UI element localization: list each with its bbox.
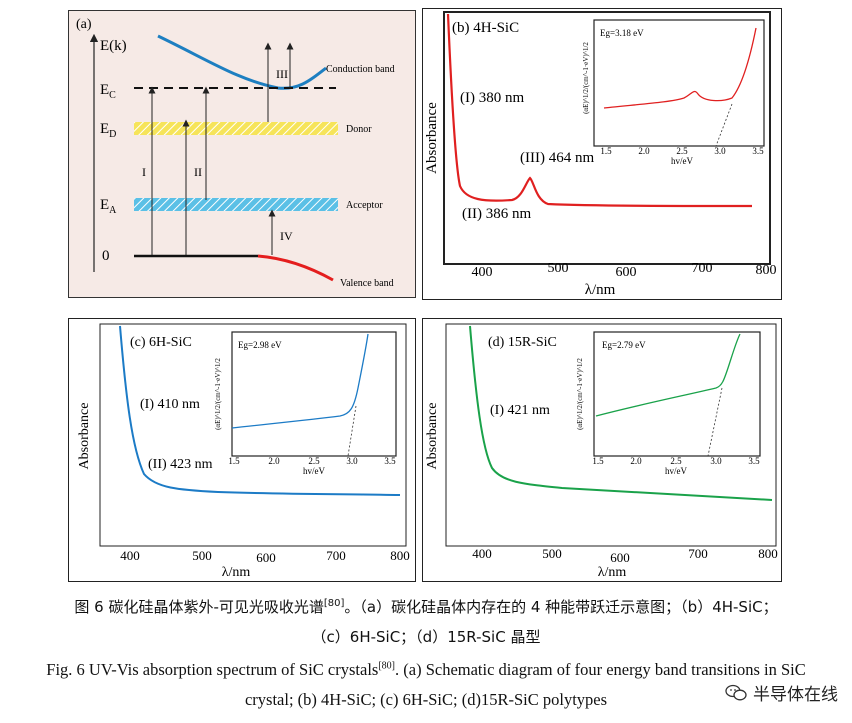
inset-x-tick: 2.5 (308, 456, 320, 466)
plot-frame (99, 323, 407, 547)
x-tick: 700 (692, 261, 713, 276)
donor-label: Donor (346, 124, 372, 135)
x-tick: 500 (548, 261, 569, 276)
inset-y-label: (αE)^1/2/(cm^-1·eV)^1/2 (582, 42, 590, 114)
panel-c-6h-sic-chart: (c) 6H-SiC (I) 410 nm (II) 423 nm Absorb… (68, 318, 416, 582)
energy-axis-label: E(k) (100, 38, 127, 54)
inset-x-tick: 1.5 (600, 146, 612, 156)
x-tick: 500 (542, 546, 562, 561)
x-axis-label: λ/nm (598, 565, 627, 580)
spectrum-curve (469, 325, 773, 501)
zero-label: 0 (102, 248, 110, 264)
x-tick: 800 (390, 548, 410, 563)
peak-label-iii: (III) 464 nm (520, 150, 594, 166)
x-axis-label: λ/nm (585, 282, 616, 298)
x-tick: 600 (616, 265, 637, 280)
inset-x-tick: 1.5 (228, 456, 240, 466)
panel-d-label: (d) 15R-SiC (488, 335, 557, 350)
caption-en-line1: Fig. 6 UV-Vis absorption spectrum of SiC… (46, 660, 806, 679)
y-axis-label: Absorbance (77, 403, 92, 470)
panel-d-15r-sic-chart: (d) 15R-SiC (I) 421 nm Absorbance 400 50… (422, 318, 782, 582)
x-ticks: 400 500 600 700 800 (472, 261, 777, 280)
wechat-icon (725, 684, 747, 700)
caption-zh-line1: 图 6 碳化硅晶体紫外-可见光吸收光谱[80]。（a）碳化硅晶体内存在的 4 种… (74, 598, 778, 616)
peak-label-i: (I) 421 nm (490, 403, 550, 418)
inset-x-tick: 2.0 (630, 456, 642, 466)
inset-x-tick: 3.5 (752, 146, 764, 156)
panel-b-4h-sic-chart: (b) 4H-SiC (I) 380 nm (III) 464 nm (II) … (422, 8, 782, 300)
peak-label-i: (I) 380 nm (460, 90, 524, 106)
x-tick: 400 (472, 546, 492, 561)
transition-label-ii: II (194, 165, 202, 179)
inset-x-label: hv/eV (665, 466, 687, 476)
x-axis-label: λ/nm (222, 565, 251, 580)
inset-x-tick: 2.0 (638, 146, 650, 156)
caption-zh-line2: （c）6H-SiC；（d）15R-SiC 晶型 (311, 628, 541, 646)
spectrum-curve (446, 13, 753, 208)
panel-b-label: (b) 4H-SiC (452, 20, 519, 36)
inset-eg-label: Eg=3.18 eV (600, 28, 644, 38)
inset-d: Eg=2.79 eV (αE)^1/2/(cm^-1·eV)^1/2 1.5 2… (576, 331, 761, 476)
inset-tangent (347, 405, 357, 457)
x-tick: 800 (758, 546, 778, 561)
panel-a-band-diagram: (a) E(k) EC ED EA 0 Conduction band Dono… (68, 10, 416, 298)
ed-label: ED (100, 121, 116, 140)
inset-x-label: hv/eV (671, 156, 693, 166)
ec-label: EC (100, 82, 116, 101)
x-tick: 400 (472, 265, 493, 280)
inset-tangent (707, 387, 723, 457)
x-tick: 700 (326, 548, 346, 563)
x-tick: 800 (756, 263, 777, 278)
caption-en-line2: crystal; (b) 4H-SiC; (c) 6H-SiC; (d)15R-… (244, 690, 608, 709)
panel-c-label: (c) 6H-SiC (130, 335, 192, 350)
y-axis-label: Absorbance (424, 102, 440, 174)
x-tick: 500 (192, 548, 212, 563)
transition-label-i: I (142, 165, 146, 179)
peak-label-ii: (II) 386 nm (462, 206, 531, 222)
inset-x-label: hv/eV (303, 466, 325, 476)
inset-tangent (715, 103, 733, 147)
inset-x-tick: 2.0 (268, 456, 280, 466)
inset-x-tick: 3.0 (714, 146, 726, 156)
inset-y-label: (αE)^1/2/(cm^-1·eV)^1/2 (214, 358, 222, 430)
donor-band (134, 122, 338, 135)
spectrum-curve (119, 325, 401, 496)
inset-x-tick: 3.5 (748, 456, 760, 466)
panel-a-label: (a) (76, 17, 92, 32)
peak-label-i: (I) 410 nm (140, 397, 200, 412)
y-axis-label: Absorbance (425, 403, 440, 470)
watermark-text: 半导体在线 (753, 685, 838, 705)
inset-c: Eg=2.98 eV (αE)^1/2/(cm^-1·eV)^1/2 1.5 2… (214, 331, 397, 476)
inset-y-label: (αE)^1/2/(cm^-1·eV)^1/2 (576, 358, 584, 430)
transition-label-iv: IV (280, 229, 293, 243)
plot-frame (443, 11, 771, 265)
inset-curve (603, 27, 757, 109)
acceptor-band (134, 198, 338, 211)
inset-x-tick: 3.5 (384, 456, 396, 466)
x-tick: 600 (256, 550, 276, 565)
inset-x-tick: 2.5 (670, 456, 682, 466)
inset-x-tick: 3.0 (710, 456, 722, 466)
plot-frame (445, 323, 777, 547)
inset-curve (595, 333, 741, 417)
inset-x-tick: 2.5 (676, 146, 688, 156)
inset-x-tick: 3.0 (346, 456, 358, 466)
inset-eg-label: Eg=2.98 eV (238, 340, 282, 350)
watermark: 半导体在线 (721, 678, 842, 707)
valence-band-curve (257, 254, 334, 282)
transition-label-iii: III (276, 67, 288, 81)
conduction-band-label: Conduction band (326, 64, 395, 75)
x-tick: 700 (688, 546, 708, 561)
valence-band-label: Valence band (340, 278, 394, 289)
inset-x-tick: 1.5 (592, 456, 604, 466)
ea-label: EA (100, 197, 117, 216)
x-tick: 600 (610, 550, 630, 565)
inset-b: Eg=3.18 eV (αE)^1/2/(cm^-1·eV)^1/2 1.5 2… (582, 19, 765, 166)
x-tick: 400 (120, 548, 140, 563)
inset-eg-label: Eg=2.79 eV (602, 340, 646, 350)
acceptor-label: Acceptor (346, 200, 383, 211)
inset-curve (231, 333, 369, 429)
peak-label-ii: (II) 423 nm (148, 457, 213, 472)
